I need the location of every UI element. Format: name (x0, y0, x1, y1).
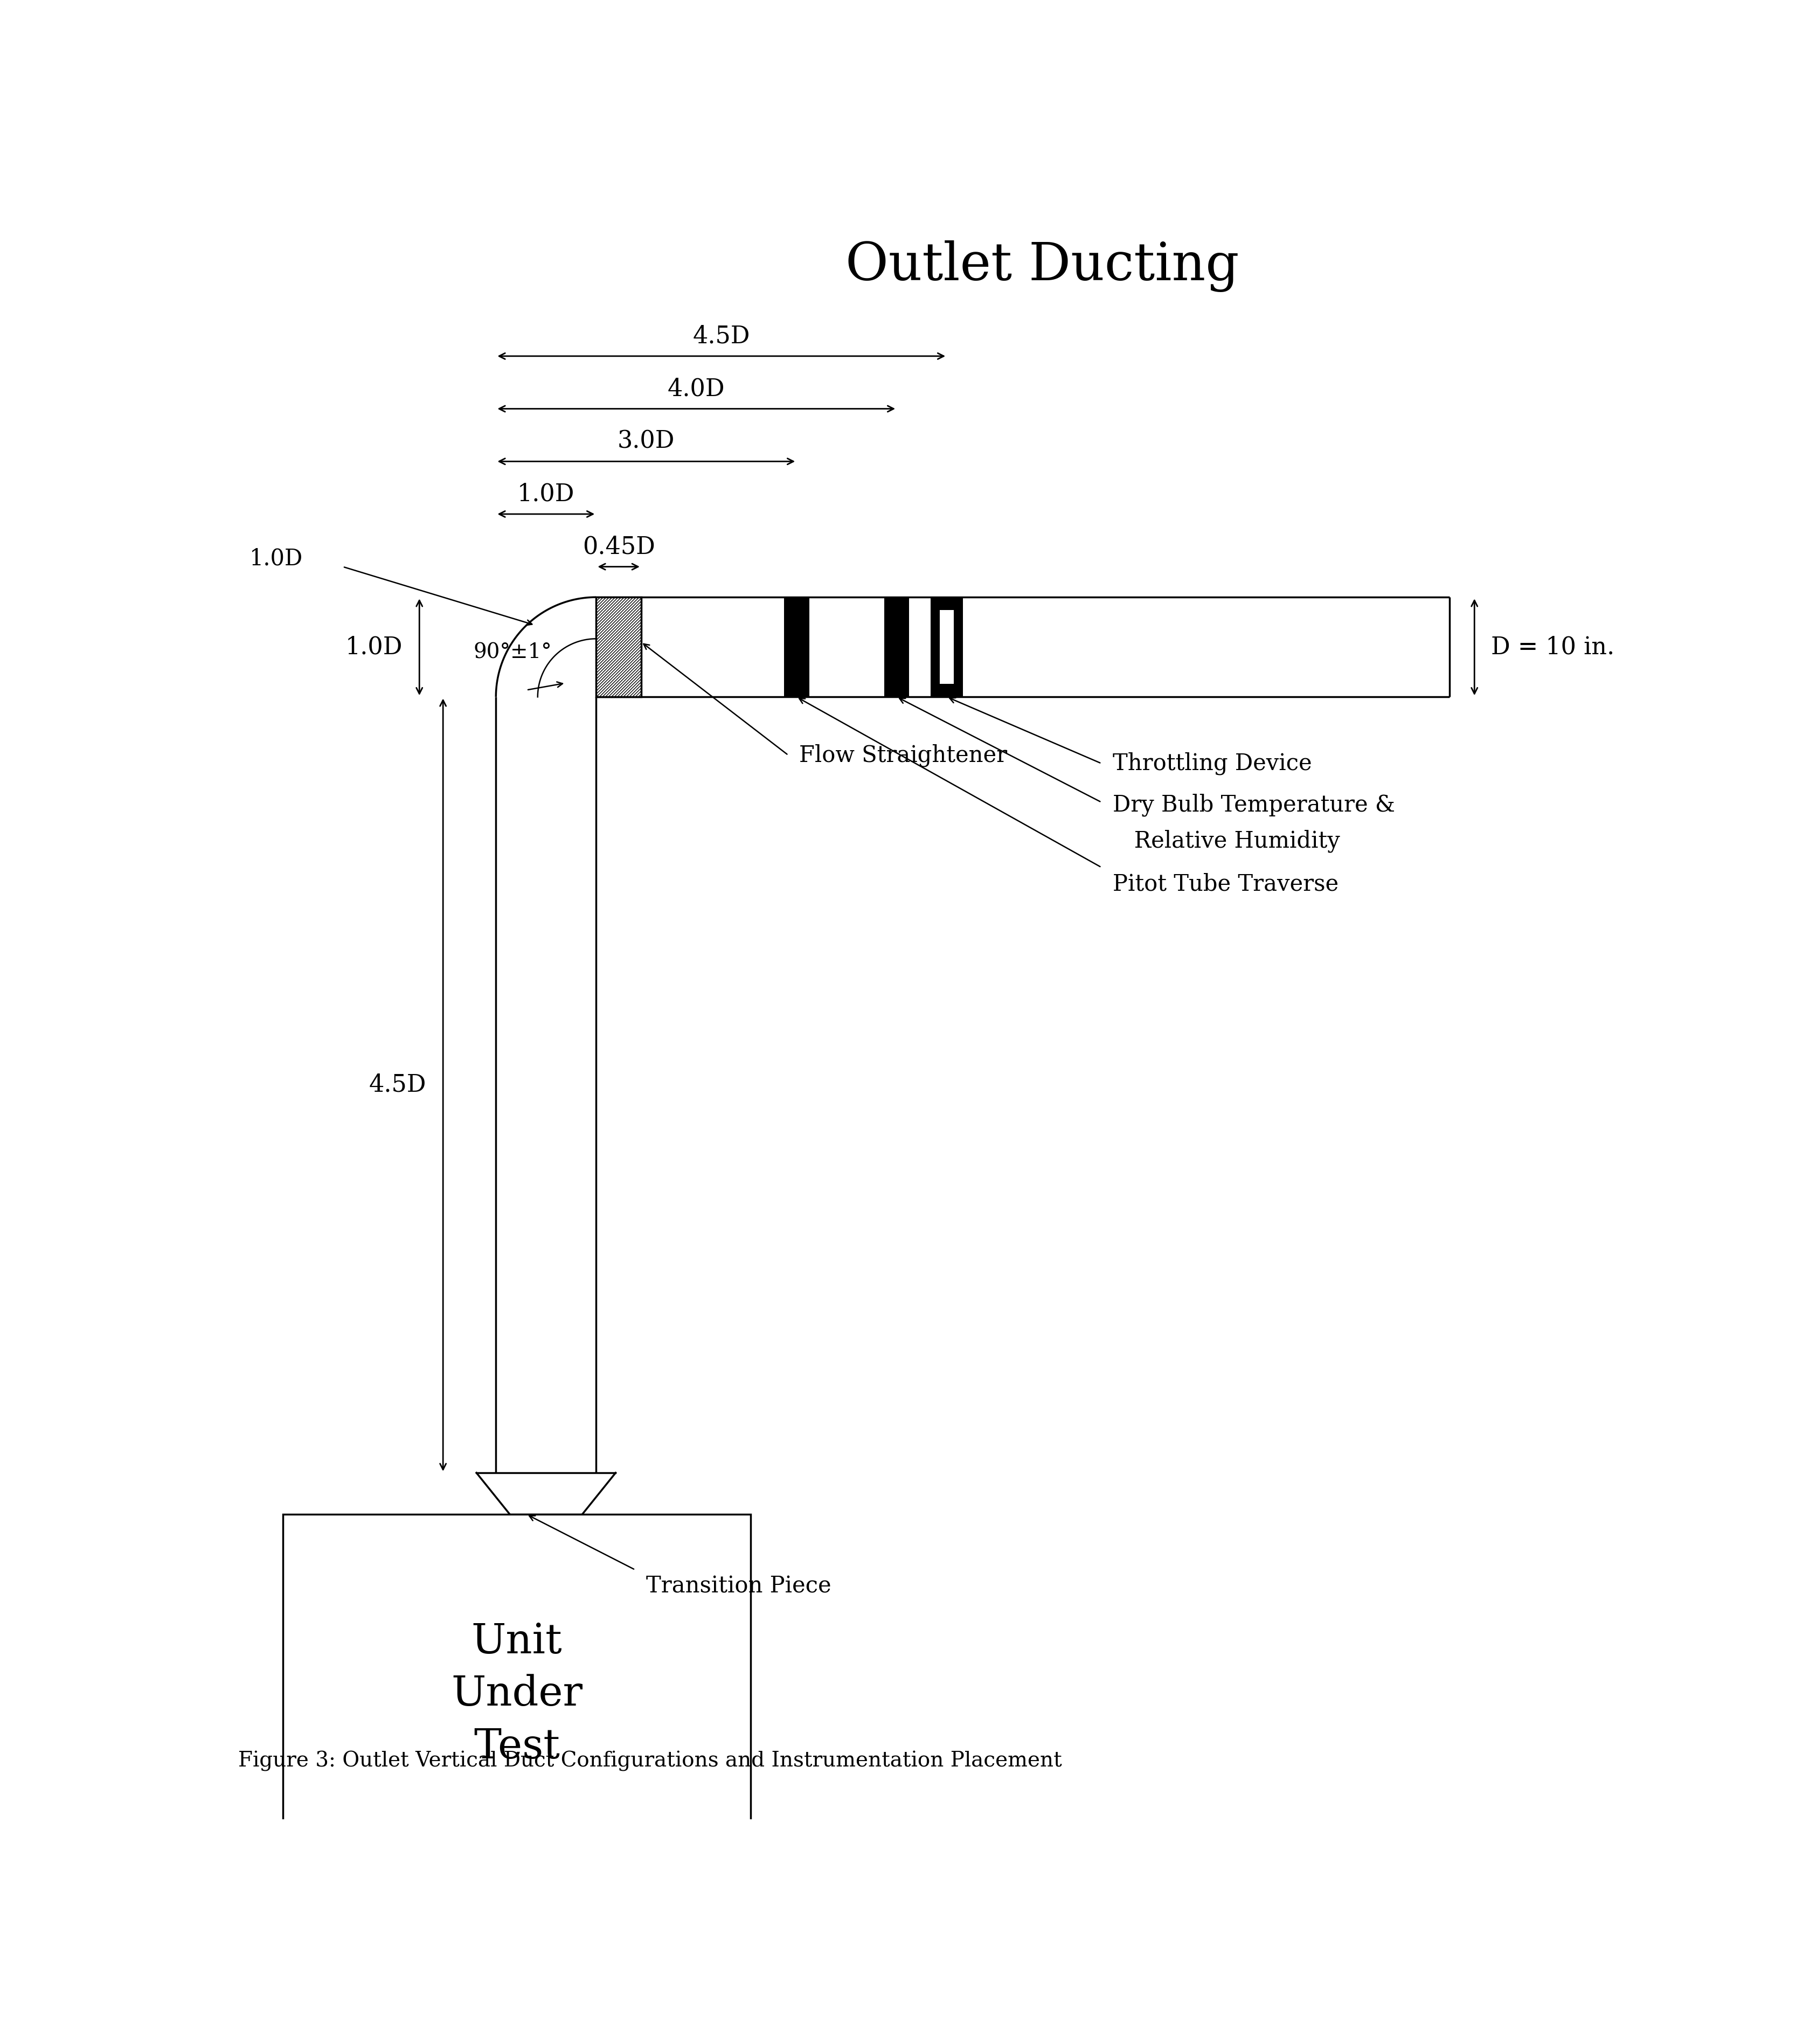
Text: Figure 3: Outlet Vertical Duct Configurations and Instrumentation Placement: Figure 3: Outlet Vertical Duct Configura… (239, 1752, 1061, 1772)
Text: 1.0D: 1.0D (517, 482, 575, 505)
Text: Outlet Ducting: Outlet Ducting (846, 241, 1239, 292)
Bar (930, 597, 963, 697)
Text: 90°±1°: 90°±1° (474, 642, 551, 662)
Text: D = 10 in.: D = 10 in. (1491, 636, 1615, 658)
Text: Unit
Under
Test: Unit Under Test (451, 1623, 582, 1766)
Text: Relative Humidity: Relative Humidity (1112, 830, 1340, 852)
Text: 4.5D: 4.5D (368, 1073, 426, 1096)
Text: 4.5D: 4.5D (693, 325, 751, 347)
Bar (785, 597, 810, 697)
Text: 4.0D: 4.0D (668, 378, 726, 401)
Text: 0.45D: 0.45D (582, 536, 656, 558)
Text: 3.0D: 3.0D (618, 429, 675, 454)
Text: Pitot Tube Traverse: Pitot Tube Traverse (1112, 873, 1338, 895)
Text: 1.0D: 1.0D (250, 548, 304, 570)
Bar (939, 611, 954, 685)
Text: Dry Bulb Temperature &: Dry Bulb Temperature & (1112, 793, 1395, 816)
Bar (884, 597, 909, 697)
Text: Transition Piece: Transition Piece (647, 1576, 832, 1598)
Bar (596, 597, 641, 697)
Text: Flow Straightener: Flow Straightener (799, 744, 1008, 766)
Text: 1.0D: 1.0D (345, 636, 402, 658)
Bar (284, 1515, 751, 1889)
Text: Throttling Device: Throttling Device (1112, 752, 1311, 775)
